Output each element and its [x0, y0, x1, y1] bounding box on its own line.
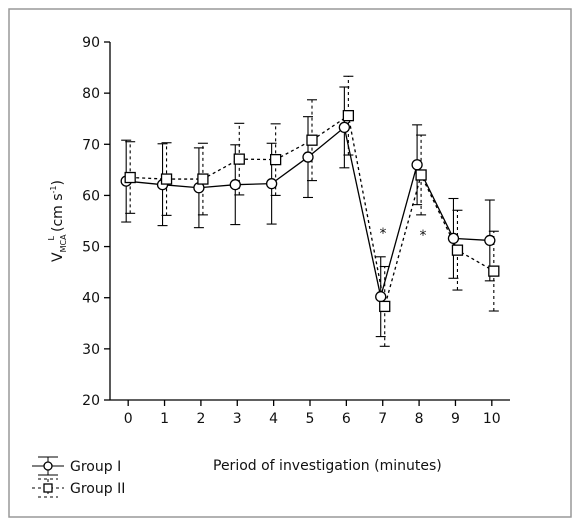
- y-tick-label: 70: [82, 137, 100, 153]
- legend-label: Group II: [70, 481, 125, 497]
- point: [306, 134, 318, 146]
- legend-marker: [43, 461, 53, 471]
- point: [484, 234, 496, 247]
- point: [265, 178, 278, 190]
- x-tick-label: 9: [451, 411, 460, 427]
- legend-marker: [43, 483, 53, 493]
- point: [379, 300, 391, 313]
- y-tick-label: 60: [82, 188, 100, 204]
- x-axis-label: Period of investigation (minutes): [213, 458, 442, 474]
- point: [197, 173, 209, 185]
- annotation: *: [380, 226, 387, 242]
- point: [451, 244, 464, 256]
- point: [375, 291, 387, 303]
- error-bar: [125, 141, 136, 214]
- point: [411, 159, 423, 171]
- series-line: [130, 114, 495, 307]
- y-label-part: V: [50, 252, 66, 262]
- point: [229, 179, 241, 191]
- x-tick-label: 7: [378, 411, 387, 427]
- y-axis-label: VMCAL (cm s-1): [47, 180, 68, 262]
- x-tick-label: 8: [415, 411, 424, 427]
- annotation: *: [420, 228, 427, 244]
- point: [124, 171, 136, 184]
- y-label-part: ): [50, 180, 66, 185]
- frame: [8, 8, 572, 518]
- y-label-part: L: [47, 235, 56, 240]
- point: [447, 232, 460, 245]
- y-tick-label: 80: [82, 86, 100, 102]
- x-tick-label: 5: [306, 411, 315, 427]
- error-bar: [197, 142, 208, 216]
- y-label-part: MCA: [59, 234, 68, 252]
- error-bar: [234, 122, 245, 196]
- point: [488, 265, 500, 277]
- error-bar: [270, 123, 281, 196]
- point: [269, 153, 282, 166]
- point: [415, 169, 427, 181]
- y-tick-label: 20: [82, 393, 100, 409]
- y-label-part: -1: [49, 185, 58, 193]
- point: [233, 153, 245, 165]
- x-tick-label: 2: [196, 411, 205, 427]
- point: [160, 173, 173, 185]
- error-bar: [488, 230, 499, 312]
- y-label-part: (cm s: [50, 193, 66, 232]
- x-tick-label: 6: [342, 411, 351, 427]
- x-tick-label: 1: [160, 411, 169, 427]
- x-tick-label: 0: [124, 411, 133, 427]
- x-tick-label: 4: [269, 411, 278, 427]
- error-bar: [379, 265, 390, 347]
- x-tick-label: 10: [483, 411, 501, 427]
- point: [338, 121, 351, 134]
- point: [342, 109, 355, 122]
- point: [302, 151, 314, 163]
- error-bar: [343, 75, 354, 156]
- error-bar: [416, 134, 427, 216]
- error-bar: [307, 99, 317, 182]
- y-tick-label: 30: [82, 342, 100, 358]
- legend-label: Group I: [70, 459, 121, 475]
- y-tick-label: 90: [82, 35, 100, 51]
- error-bar: [452, 209, 463, 291]
- y-tick-label: 40: [82, 291, 100, 307]
- x-tick-label: 3: [233, 411, 242, 427]
- y-tick-label: 50: [82, 240, 100, 256]
